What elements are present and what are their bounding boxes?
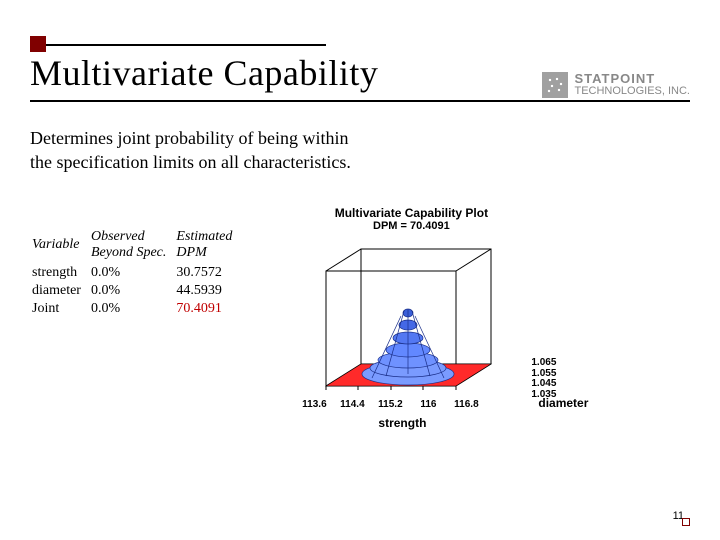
- body-line2: the specification limits on all characte…: [30, 152, 351, 172]
- company-logo: STATPOINT TECHNOLOGIES, INC.: [542, 72, 690, 98]
- logo-icon: [542, 72, 568, 98]
- xtick: 113.6: [298, 399, 330, 410]
- cell-dpm: 30.7572: [176, 265, 240, 281]
- plot-title: Multivariate Capability Plot: [266, 207, 556, 221]
- col-observed: Observed Beyond Spec.: [91, 229, 174, 263]
- xtick: 116: [412, 399, 444, 410]
- col-observed-label: Observed Beyond Spec.: [91, 229, 166, 260]
- cell-observed: 0.0%: [91, 301, 174, 317]
- col-dpm-label: Estimated DPM: [176, 229, 232, 260]
- cell-variable: strength: [32, 265, 89, 281]
- col-variable-label: Variable: [32, 237, 79, 252]
- cell-dpm: 70.4091: [176, 301, 240, 317]
- title-underline: [30, 100, 690, 102]
- table-row: diameter 0.0% 44.5939: [32, 283, 240, 299]
- cell-variable: diameter: [32, 283, 89, 299]
- xtick: 116.8: [450, 399, 482, 410]
- x-axis-ticks: 113.6 114.4 115.2 116 116.8: [298, 399, 482, 410]
- plot-svg: [306, 236, 516, 416]
- table-header-row: Variable Observed Beyond Spec. Estimated…: [32, 229, 240, 263]
- capability-table: Variable Observed Beyond Spec. Estimated…: [30, 227, 242, 319]
- xtick: 115.2: [374, 399, 406, 410]
- table-row: strength 0.0% 30.7572: [32, 265, 240, 281]
- accent-top-line: [46, 44, 326, 46]
- table-row: Joint 0.0% 70.4091: [32, 301, 240, 317]
- capability-plot: Multivariate Capability Plot DPM = 70.40…: [266, 207, 556, 417]
- cell-dpm: 44.5939: [176, 283, 240, 299]
- xtick: 114.4: [336, 399, 368, 410]
- col-dpm: Estimated DPM: [176, 229, 240, 263]
- x-axis-label: strength: [378, 416, 426, 430]
- logo-line1: STATPOINT: [574, 72, 690, 86]
- logo-text: STATPOINT TECHNOLOGIES, INC.: [574, 72, 690, 97]
- cell-observed: 0.0%: [91, 265, 174, 281]
- plot-cube: 113.6 114.4 115.2 116 116.8 1.065 1.055 …: [306, 236, 516, 416]
- plot-subtitle: DPM = 70.4091: [266, 220, 556, 232]
- body-paragraph: Determines joint probability of being wi…: [30, 126, 460, 175]
- y-axis-label: diameter: [538, 396, 588, 410]
- cell-observed: 0.0%: [91, 283, 174, 299]
- cell-variable: Joint: [32, 301, 89, 317]
- accent-square-icon: [30, 36, 46, 52]
- body-line1: Determines joint probability of being wi…: [30, 128, 348, 148]
- y-axis-ticks: 1.065 1.055 1.045 1.035: [531, 358, 556, 400]
- col-variable: Variable: [32, 229, 89, 263]
- logo-line2: TECHNOLOGIES, INC.: [574, 86, 690, 98]
- footer-square-icon: [682, 518, 690, 526]
